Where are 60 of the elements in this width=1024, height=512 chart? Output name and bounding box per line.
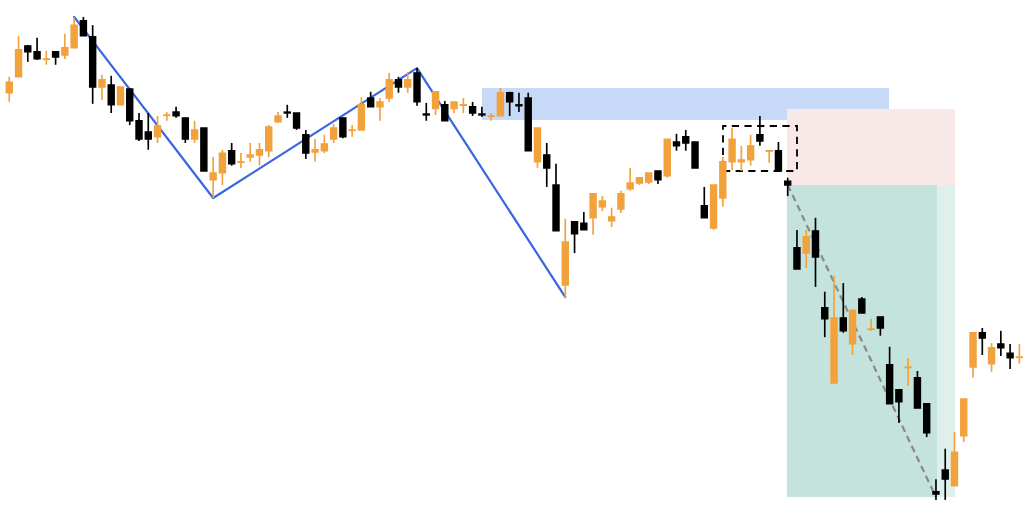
candlestick xyxy=(255,142,264,167)
candlestick xyxy=(431,90,440,116)
candlestick xyxy=(700,186,708,219)
candlestick xyxy=(839,282,848,334)
candlestick xyxy=(320,133,329,154)
candlestick xyxy=(876,316,885,337)
candlestick xyxy=(5,75,13,103)
candlestick xyxy=(311,138,319,163)
candlestick xyxy=(163,111,171,122)
candlestick xyxy=(941,447,949,501)
candlestick xyxy=(821,290,829,338)
candlestick xyxy=(265,124,273,158)
candlestick xyxy=(765,149,773,164)
candlestick xyxy=(607,206,616,228)
candlestick xyxy=(218,148,227,186)
candlestick xyxy=(209,156,217,199)
candlestick xyxy=(1015,343,1024,365)
candlestick xyxy=(1006,343,1014,370)
candlestick xyxy=(329,123,338,144)
candlestick xyxy=(190,119,199,144)
candlestick xyxy=(978,327,987,356)
candlestick xyxy=(237,152,245,169)
candlestick xyxy=(496,87,505,117)
candlestick xyxy=(997,330,1005,357)
candlestick xyxy=(895,388,903,424)
candlestick xyxy=(144,112,152,151)
candlestick xyxy=(98,74,106,101)
candlestick xyxy=(987,342,996,373)
candlestick xyxy=(79,16,88,37)
candlestick xyxy=(904,357,912,387)
candlestick xyxy=(302,129,310,160)
candlestick xyxy=(181,117,190,144)
candlestick xyxy=(570,220,579,254)
candlestick xyxy=(422,102,430,122)
candlestick xyxy=(441,100,449,122)
candlestick xyxy=(385,72,393,103)
candlestick xyxy=(932,478,940,501)
candlestick xyxy=(339,117,347,139)
candlestick xyxy=(376,97,384,122)
candlestick xyxy=(783,176,792,197)
candlestick xyxy=(626,167,634,192)
candlestick xyxy=(617,189,625,214)
candlestick xyxy=(737,145,746,172)
candlestick xyxy=(793,229,801,270)
candlestick xyxy=(515,91,523,113)
candlestick xyxy=(505,90,514,117)
candlestick xyxy=(227,142,236,167)
candlestick xyxy=(682,129,690,152)
candlestick xyxy=(543,142,551,188)
candlestick xyxy=(135,112,143,142)
candlestick xyxy=(246,142,254,163)
candlestick xyxy=(802,229,810,269)
candlestick xyxy=(348,124,356,138)
candlestick xyxy=(867,317,875,332)
candlestick xyxy=(153,115,162,144)
candlestick xyxy=(487,112,495,122)
candlestick xyxy=(404,71,412,94)
candlestick xyxy=(283,103,291,119)
candlestick xyxy=(746,133,755,167)
candlestick xyxy=(107,74,115,114)
